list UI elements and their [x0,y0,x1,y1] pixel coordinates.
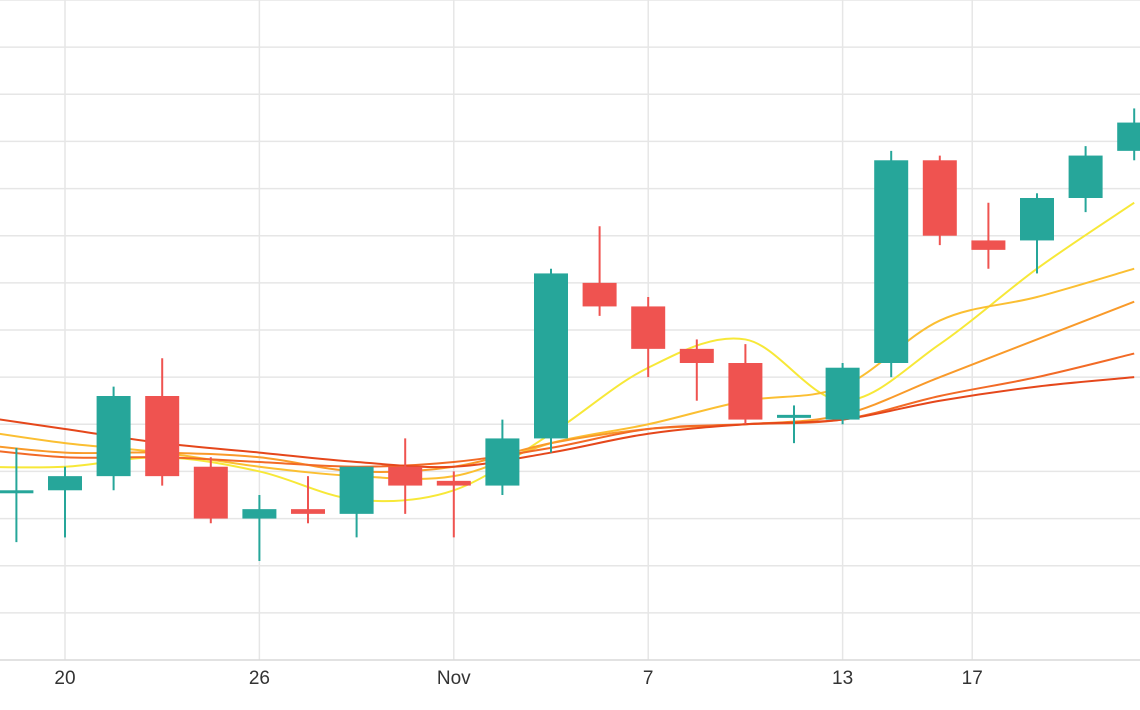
candle-body [145,396,180,477]
candle-body [48,476,82,491]
candle-body [825,367,860,420]
candle [679,339,714,401]
candle-body [1068,155,1103,198]
candle-body [339,466,374,514]
candle [242,495,277,561]
candle-body [582,282,617,307]
candle-body [971,240,1006,250]
candle-body [922,160,957,236]
candle-body [777,414,811,418]
candle [291,476,325,524]
x-tick-label: Nov [437,668,471,689]
candle [631,297,666,378]
candle [922,155,957,246]
candle [1068,146,1103,213]
x-axis-ticks: 20 26 Nov 7 13 17 [54,668,982,689]
candle [825,363,860,425]
grid [0,0,1140,661]
candle-body [485,438,520,486]
candle [193,457,228,524]
candle-body [96,396,131,477]
candle [1117,108,1140,161]
candle [96,386,131,491]
candles [0,108,1140,561]
candle [48,466,82,538]
candle [582,226,617,316]
x-tick-label: 17 [962,668,983,689]
candle-body [1117,122,1140,151]
candle-body [291,509,325,514]
candle [436,471,471,538]
candle [145,358,180,486]
candle-body [679,348,714,363]
candle-body [436,480,471,486]
candle [0,447,34,543]
x-tick-label: 7 [643,668,654,689]
x-tick-label: 20 [54,668,75,689]
candle-body [874,160,909,363]
candle [534,268,568,453]
candle [728,344,763,425]
candle-body [242,509,277,519]
candle [339,466,374,538]
candle-body [193,466,228,519]
candle-body [728,363,763,420]
candle [777,405,811,444]
candle-body [534,273,568,439]
candle [971,202,1006,269]
candle [1020,193,1054,274]
x-tick-label: 26 [249,668,270,689]
candle [388,438,423,514]
candle-body [1020,198,1054,241]
candle [485,419,520,495]
x-tick-label: 13 [832,668,853,689]
candle-body [388,466,423,486]
candle [874,150,909,378]
candle-body [0,490,34,494]
candle-body [631,306,666,349]
